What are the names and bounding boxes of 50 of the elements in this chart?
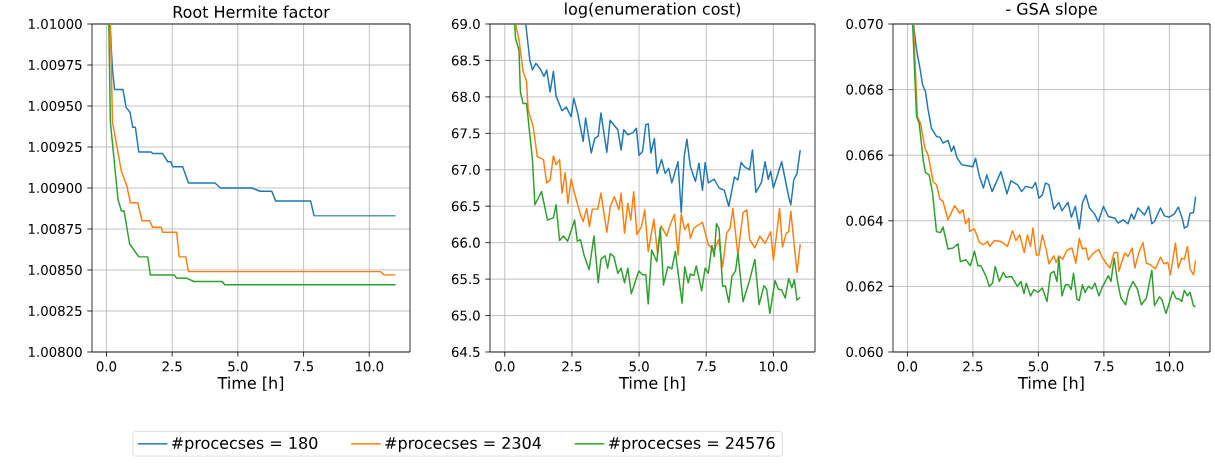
x-tick-label: 10.0 [355, 361, 384, 372]
x-tick-label: 10.0 [759, 361, 788, 372]
y-tick-label: 65.5 [451, 274, 480, 285]
y-tick-label: 66.5 [451, 201, 480, 212]
line-series [524, 23, 801, 214]
legend-label: #procecses = 24576 [608, 436, 775, 453]
x-tick-label: 5.0 [1028, 361, 1049, 372]
y-tick-label: 0.060 [846, 346, 883, 358]
y-tick-label: 1.00800 [28, 346, 82, 358]
x-tick-label: 5.0 [228, 361, 248, 372]
chart-title: log(enumeration cost) [565, 2, 741, 18]
x-tick-label: 2.5 [162, 361, 182, 372]
y-tick-label: 1.00850 [28, 264, 82, 276]
y-tick-label: 0.068 [846, 84, 883, 95]
chart-title: - GSA slope [1006, 2, 1097, 18]
x-tick-label: 0.0 [495, 361, 515, 372]
y-tick-label: 1.00950 [28, 100, 82, 112]
y-tick-label: 67.0 [451, 164, 480, 175]
y-tick-label: 68.5 [451, 55, 480, 66]
x-tick-label: 2.5 [562, 361, 582, 372]
x-tick-label: 10.0 [1156, 361, 1184, 372]
x-axis-title: Time [h] [1018, 376, 1084, 391]
y-tick-label: 1.01000 [28, 18, 82, 30]
y-tick-label: 68.0 [451, 91, 480, 102]
y-tick-label: 0.064 [846, 215, 883, 226]
y-tick-label: 1.00975 [28, 59, 82, 71]
x-axis-title: Time [h] [619, 376, 685, 391]
y-tick-label: 67.5 [451, 128, 480, 139]
y-tick-label: 0.070 [846, 18, 883, 30]
y-tick-label: 69.0 [451, 18, 480, 30]
x-tick-label: 5.0 [629, 361, 649, 372]
y-tick-label: 1.00900 [28, 182, 82, 194]
y-tick-label: 0.066 [846, 150, 883, 161]
y-tick-label: 65.0 [451, 310, 480, 321]
x-tick-label: 7.5 [696, 361, 716, 372]
y-tick-label: 1.00875 [28, 223, 82, 235]
x-tick-label: 7.5 [294, 361, 313, 372]
x-tick-label: 0.0 [96, 361, 117, 372]
x-tick-label: 7.5 [1094, 361, 1114, 372]
x-tick-label: 0.0 [897, 361, 918, 372]
y-tick-label: 64.5 [451, 346, 480, 358]
legend-label: #procecses = 180 [172, 436, 318, 453]
x-tick-label: 2.5 [963, 361, 983, 372]
y-tick-label: 66.0 [451, 237, 480, 248]
chart-title: Root Hermite factor [173, 5, 330, 18]
y-tick-label: 0.062 [846, 281, 883, 292]
y-tick-label: 1.00925 [28, 141, 82, 153]
x-axis-title: Time [h] [217, 376, 284, 391]
legend-label: #procecses = 2304 [385, 436, 542, 453]
y-tick-label: 1.00825 [28, 305, 82, 317]
